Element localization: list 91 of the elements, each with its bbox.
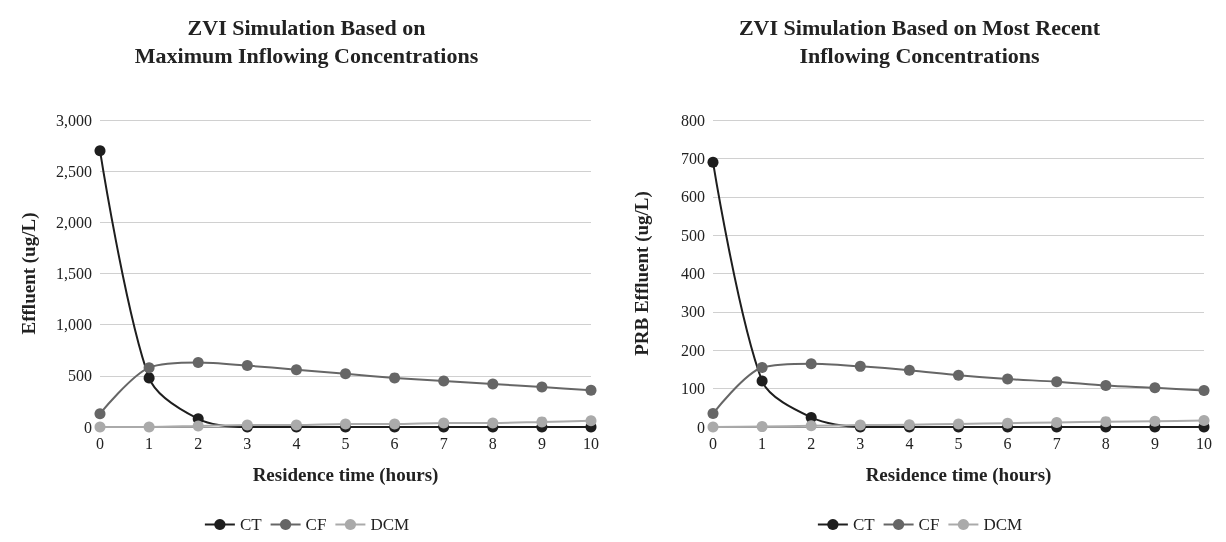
point xyxy=(94,408,106,420)
point xyxy=(903,364,915,376)
x-tick-label: 5 xyxy=(341,434,350,452)
x-tick-label: 9 xyxy=(1150,434,1159,452)
y-tick-label: 2,500 xyxy=(56,162,92,180)
legend-label: CT xyxy=(852,515,876,534)
y-tick-label: 500 xyxy=(681,226,705,244)
point xyxy=(536,381,548,393)
y-tick-label: 2,000 xyxy=(56,213,92,231)
point xyxy=(756,375,768,387)
point xyxy=(707,156,719,168)
x-tick-label: 0 xyxy=(96,434,104,452)
x-tick-label: 4 xyxy=(292,434,301,452)
y-tick-label: 200 xyxy=(681,341,705,359)
y-tick-label: 0 xyxy=(697,418,705,436)
legend-label: DCM xyxy=(983,515,1023,534)
x-tick-label: 1 xyxy=(758,434,767,452)
point xyxy=(756,362,768,374)
x-tick-label: 6 xyxy=(1003,434,1012,452)
point xyxy=(94,421,106,433)
point xyxy=(1198,414,1210,426)
point xyxy=(1100,380,1112,392)
x-tick-label: 1 xyxy=(145,434,154,452)
point xyxy=(143,362,155,374)
point xyxy=(1149,415,1161,427)
point xyxy=(94,145,106,157)
x-tick-label: 9 xyxy=(537,434,546,452)
point xyxy=(1198,385,1210,397)
x-tick-label: 6 xyxy=(390,434,399,452)
x-tick-label: 10 xyxy=(1196,434,1212,452)
y-tick-label: 500 xyxy=(68,367,92,385)
point xyxy=(1051,376,1063,388)
point xyxy=(340,368,351,380)
x-tick-label: 10 xyxy=(583,434,599,452)
point xyxy=(487,378,499,390)
point xyxy=(438,417,450,429)
y-tick-label: 300 xyxy=(681,303,705,321)
point xyxy=(389,372,401,384)
y-tick-label: 600 xyxy=(681,188,705,206)
chart-title: ZVI Simulation Based on Most Recent Inflowing Concentrations xyxy=(738,14,1101,68)
y-tick-label: 1,500 xyxy=(56,265,92,282)
x-tick-label: 8 xyxy=(1101,434,1110,452)
x-tick-label: 3 xyxy=(856,434,865,452)
x-tick-label: 8 xyxy=(488,434,497,452)
chart-title: ZVI Simulation Based on Maximum Inflowing Concentrations xyxy=(134,14,479,68)
legend-label: CF xyxy=(305,515,327,534)
point xyxy=(1051,416,1063,428)
x-axis-title: Residence time (hours) xyxy=(252,464,439,486)
point xyxy=(585,415,597,427)
x-tick-label: 4 xyxy=(905,434,914,452)
point xyxy=(707,408,719,420)
x-axis-title: Residence time (hours) xyxy=(865,464,1052,486)
point xyxy=(805,358,817,370)
point xyxy=(707,421,719,433)
y-tick-label: 1,000 xyxy=(56,316,92,334)
point xyxy=(536,416,548,428)
point xyxy=(1149,382,1161,394)
y-axis-title: PRB Effluent (ug/L) xyxy=(631,191,653,356)
point xyxy=(241,360,253,372)
legend-label: CT xyxy=(239,515,263,534)
point xyxy=(585,384,597,396)
x-tick-label: 0 xyxy=(709,434,717,452)
point xyxy=(854,360,866,372)
x-tick-label: 7 xyxy=(1052,434,1061,452)
y-tick-label: 400 xyxy=(681,265,705,282)
legend-label: DCM xyxy=(370,515,410,534)
point xyxy=(756,421,768,433)
point xyxy=(487,417,499,429)
point xyxy=(143,372,155,384)
x-tick-label: 3 xyxy=(243,434,252,452)
point xyxy=(1100,416,1112,428)
y-axis-title: Effluent (ug/L) xyxy=(18,212,40,335)
y-tick-label: 0 xyxy=(84,418,92,436)
x-tick-label: 5 xyxy=(954,434,963,452)
point xyxy=(438,375,450,387)
point xyxy=(953,369,964,381)
point xyxy=(290,364,302,376)
y-tick-label: 700 xyxy=(681,149,705,167)
point xyxy=(1002,373,1014,385)
x-tick-label: 2 xyxy=(194,434,203,452)
point xyxy=(1002,417,1014,429)
point xyxy=(192,420,204,432)
y-tick-label: 800 xyxy=(681,111,705,129)
legend-label: CF xyxy=(918,515,940,534)
x-tick-label: 2 xyxy=(807,434,816,452)
y-tick-label: 3,000 xyxy=(56,111,92,129)
point xyxy=(805,420,817,432)
point xyxy=(192,357,204,369)
point xyxy=(143,421,155,433)
x-tick-label: 7 xyxy=(439,434,448,452)
y-tick-label: 100 xyxy=(681,380,705,398)
